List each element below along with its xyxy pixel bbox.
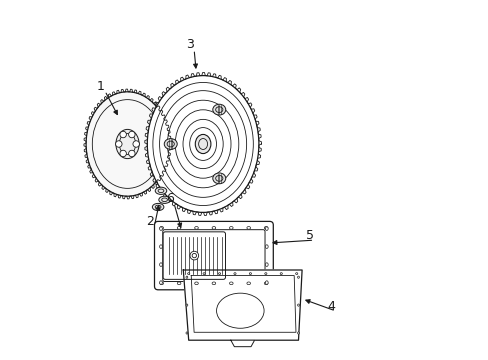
Ellipse shape — [86, 92, 168, 196]
Ellipse shape — [120, 150, 126, 157]
Ellipse shape — [280, 273, 282, 275]
Ellipse shape — [246, 226, 250, 229]
Ellipse shape — [160, 282, 163, 285]
Ellipse shape — [159, 245, 162, 248]
Ellipse shape — [297, 276, 299, 278]
Ellipse shape — [194, 282, 198, 285]
Ellipse shape — [187, 273, 189, 275]
Ellipse shape — [212, 104, 225, 115]
Ellipse shape — [203, 273, 205, 275]
Ellipse shape — [264, 273, 266, 275]
FancyBboxPatch shape — [163, 230, 264, 282]
Ellipse shape — [115, 141, 122, 147]
Ellipse shape — [195, 134, 210, 154]
Ellipse shape — [229, 226, 233, 229]
Ellipse shape — [212, 226, 215, 229]
Ellipse shape — [177, 226, 181, 229]
Ellipse shape — [159, 196, 170, 203]
Text: 4: 4 — [327, 300, 335, 313]
Ellipse shape — [212, 282, 215, 285]
Ellipse shape — [185, 304, 187, 306]
Ellipse shape — [249, 273, 251, 275]
Ellipse shape — [159, 227, 162, 230]
Text: 5: 5 — [305, 229, 313, 242]
Ellipse shape — [147, 76, 258, 212]
Ellipse shape — [116, 129, 139, 159]
Ellipse shape — [233, 273, 236, 275]
Ellipse shape — [160, 226, 163, 229]
Ellipse shape — [265, 263, 267, 266]
Ellipse shape — [185, 276, 187, 278]
FancyBboxPatch shape — [154, 221, 273, 290]
Ellipse shape — [194, 226, 198, 229]
Ellipse shape — [159, 263, 162, 266]
Text: 2: 2 — [146, 215, 154, 228]
Text: 6: 6 — [165, 192, 173, 205]
Ellipse shape — [212, 173, 225, 184]
Ellipse shape — [264, 226, 267, 229]
Polygon shape — [230, 340, 254, 347]
FancyBboxPatch shape — [163, 232, 225, 279]
Text: 3: 3 — [185, 39, 193, 51]
Text: 1: 1 — [96, 80, 104, 93]
Ellipse shape — [159, 281, 162, 284]
Polygon shape — [183, 270, 302, 340]
Ellipse shape — [185, 332, 187, 334]
Ellipse shape — [133, 141, 139, 147]
Ellipse shape — [155, 187, 166, 194]
Ellipse shape — [264, 282, 267, 285]
Ellipse shape — [128, 150, 135, 157]
Ellipse shape — [218, 273, 220, 275]
Ellipse shape — [152, 203, 163, 211]
Ellipse shape — [120, 131, 126, 138]
Ellipse shape — [229, 282, 233, 285]
Ellipse shape — [265, 245, 267, 248]
Ellipse shape — [297, 332, 299, 334]
Ellipse shape — [295, 273, 297, 275]
Ellipse shape — [246, 282, 250, 285]
Ellipse shape — [265, 227, 267, 230]
Ellipse shape — [297, 304, 299, 306]
Ellipse shape — [177, 282, 181, 285]
Ellipse shape — [190, 251, 198, 260]
Ellipse shape — [164, 139, 177, 149]
Ellipse shape — [128, 131, 135, 138]
Ellipse shape — [265, 281, 267, 284]
